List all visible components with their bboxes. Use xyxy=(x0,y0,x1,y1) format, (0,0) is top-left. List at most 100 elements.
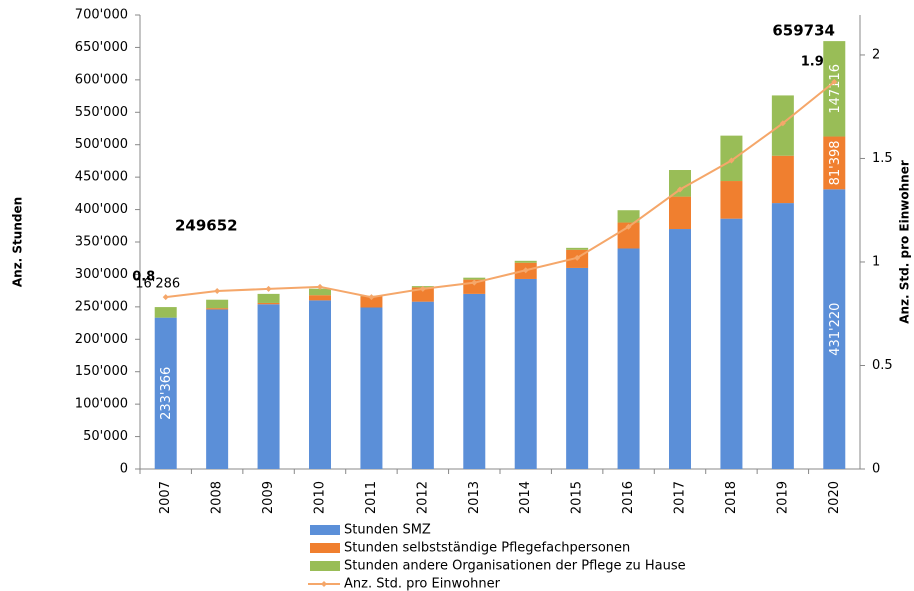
x-tick-label: 2019 xyxy=(775,481,790,514)
value-label: 147116 xyxy=(828,64,843,114)
y-tick-label: 100'000 xyxy=(75,397,128,412)
y-tick-label: 550'000 xyxy=(75,105,128,120)
legend-label: Stunden SMZ xyxy=(344,523,431,538)
bar-segment xyxy=(617,248,640,469)
total-label: 659734 xyxy=(772,22,835,40)
line-marker xyxy=(625,223,632,230)
line-marker xyxy=(779,120,786,127)
y-tick-label: 50'000 xyxy=(83,429,128,444)
y2-tick-label: 0 xyxy=(872,462,880,477)
y-tick-label: 400'000 xyxy=(75,202,128,217)
y-tick-label: 250'000 xyxy=(75,299,128,314)
bar-segment xyxy=(154,317,177,469)
line-marker xyxy=(574,254,581,261)
legend-label: Stunden selbstständige Pflegefachpersone… xyxy=(344,541,630,556)
bar-segment xyxy=(720,181,743,219)
line-marker xyxy=(728,157,735,164)
value-label: 81'398 xyxy=(828,140,843,185)
line-marker xyxy=(317,283,323,290)
x-tick-label: 2010 xyxy=(313,481,328,514)
bar-segment xyxy=(309,300,331,469)
y-tick-label: 600'000 xyxy=(75,72,128,87)
y2-tick-label: 0.5 xyxy=(872,358,893,373)
x-tick-label: 2014 xyxy=(518,481,533,514)
line xyxy=(165,81,835,299)
bar-segment xyxy=(309,295,331,301)
bar-segment xyxy=(411,287,434,302)
bar-segment xyxy=(823,41,846,137)
bar-segment xyxy=(669,196,691,230)
bar-segment xyxy=(206,309,229,469)
line-marker xyxy=(471,279,478,286)
value-label: 431'220 xyxy=(828,303,843,356)
line-marker xyxy=(214,287,221,294)
x-tick-label: 2016 xyxy=(621,481,636,514)
legend-swatch xyxy=(310,525,340,535)
bar-segment xyxy=(206,299,229,309)
bar-segment xyxy=(463,293,486,469)
bar-segment xyxy=(309,288,331,296)
legend-label: Anz. Std. pro Einwohner xyxy=(344,577,501,591)
bar-segment xyxy=(771,155,794,204)
y-tick-label: 450'000 xyxy=(75,170,128,185)
value-label: 16'286 xyxy=(135,277,180,292)
y-tick-label: 700'000 xyxy=(75,8,128,23)
legend-swatch xyxy=(310,543,340,553)
y-axis-title: Anz. Stunden xyxy=(11,197,25,287)
line-marker xyxy=(265,285,272,292)
x-tick-label: 2015 xyxy=(570,481,585,514)
line-marker xyxy=(162,294,169,301)
bar-segment xyxy=(669,170,691,197)
bar-segment xyxy=(669,229,691,469)
bar-segment xyxy=(823,136,846,190)
x-tick-label: 2011 xyxy=(364,481,379,514)
y-tick-label: 0 xyxy=(120,462,128,477)
bar-segment xyxy=(771,203,794,470)
bar-segment xyxy=(257,293,280,303)
x-tick-label: 2007 xyxy=(158,481,173,514)
legend-label: Stunden andere Organisationen der Pflege… xyxy=(344,559,686,574)
bar-segment xyxy=(566,247,589,250)
y2-tick-label: 1 xyxy=(872,254,880,269)
line-marker xyxy=(368,294,375,301)
y-tick-label: 200'000 xyxy=(75,332,128,347)
line-label: 1.9 xyxy=(801,54,824,69)
legend-swatch xyxy=(310,561,340,571)
x-tick-label: 2013 xyxy=(467,481,482,514)
bar-segment xyxy=(514,260,537,263)
x-tick-label: 2012 xyxy=(415,481,430,514)
bar-segment xyxy=(720,218,743,469)
x-tick-label: 2008 xyxy=(210,481,225,514)
line-marker xyxy=(831,78,838,85)
bar-segment xyxy=(360,307,383,469)
x-tick-label: 2018 xyxy=(724,481,739,514)
y2-axis-title: Anz. Std. pro Einwohner xyxy=(898,160,912,324)
bar-segment xyxy=(206,308,229,310)
y2-tick-label: 1.5 xyxy=(872,151,893,166)
legend-marker xyxy=(321,581,327,587)
bar-segment xyxy=(360,296,383,308)
x-tick-label: 2009 xyxy=(261,481,276,514)
value-label: 233'366 xyxy=(159,367,174,420)
line-label: 0.8 xyxy=(132,270,155,285)
x-tick-label: 2020 xyxy=(827,481,842,514)
bar-segment xyxy=(566,267,589,469)
line-marker xyxy=(419,285,426,292)
y-tick-label: 350'000 xyxy=(75,235,128,250)
bar-segment xyxy=(411,301,434,469)
line-marker xyxy=(677,186,683,193)
bar-segment xyxy=(257,304,280,469)
bar-segment xyxy=(514,278,537,469)
bar-segment xyxy=(257,302,280,305)
line-marker xyxy=(522,267,529,274)
bar-segment xyxy=(823,189,846,469)
total-label: 249652 xyxy=(175,217,238,235)
y-tick-label: 300'000 xyxy=(75,267,128,282)
y-tick-label: 500'000 xyxy=(75,137,128,152)
bar-segment xyxy=(463,277,486,280)
y-tick-label: 150'000 xyxy=(75,364,128,379)
y-tick-label: 650'000 xyxy=(75,40,128,55)
bar-segment xyxy=(154,307,177,318)
y2-tick-label: 2 xyxy=(872,47,880,62)
